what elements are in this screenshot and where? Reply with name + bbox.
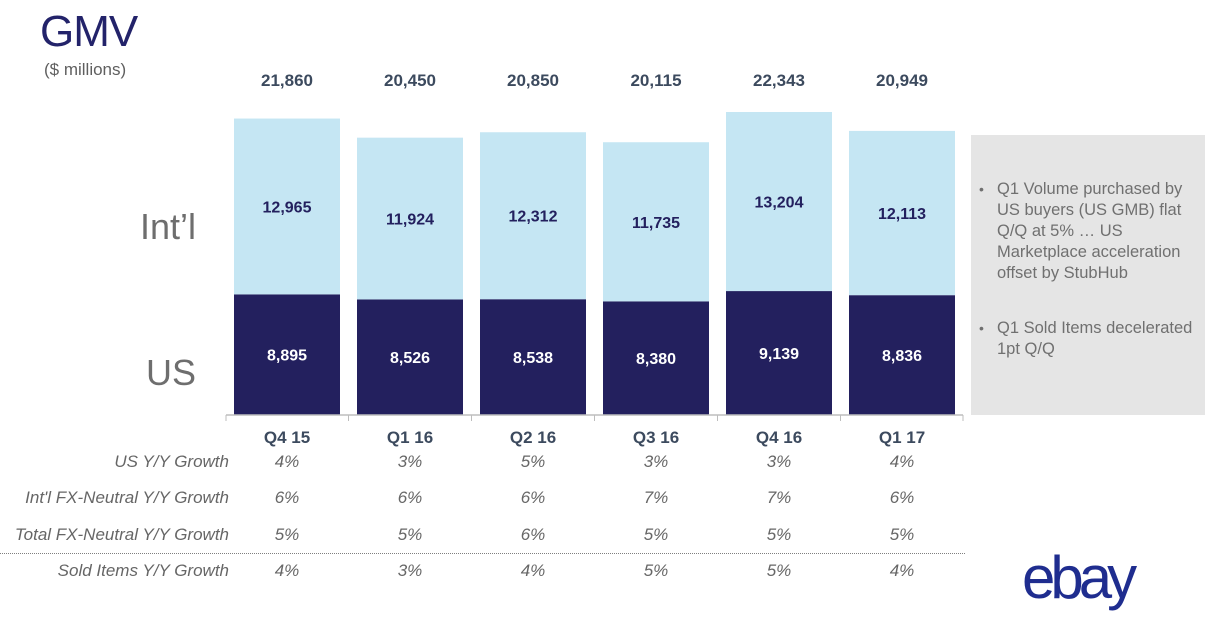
- us-bar: [480, 299, 586, 415]
- commentary-box: • Q1 Volume purchased by US buyers (US G…: [971, 135, 1205, 415]
- dotted-divider: [0, 553, 965, 554]
- logo-letter: e: [1022, 544, 1055, 611]
- x-tick-label: Q1 16: [387, 428, 433, 447]
- metric-value: 3%: [766, 452, 792, 471]
- page-subtitle: ($ millions): [44, 60, 127, 79]
- x-tick-label: Q3 16: [633, 428, 679, 447]
- metric-value: 6%: [520, 525, 546, 544]
- metric-value: 5%: [643, 561, 669, 580]
- us-bar: [357, 299, 463, 415]
- page-title: GMV: [40, 7, 138, 56]
- commentary-text: Q1 Volume purchased by US buyers (US GMB…: [997, 180, 1183, 282]
- metric-value: 5%: [889, 525, 915, 544]
- intl-value-label: 11,924: [386, 212, 434, 229]
- metric-value: 3%: [397, 561, 423, 580]
- intl-value-label: 13,204: [755, 195, 804, 212]
- bullet-icon: •: [979, 181, 984, 197]
- intl-bar: [234, 118, 340, 295]
- metric-value: 5%: [766, 561, 792, 580]
- total-value-label: 20,850: [507, 71, 559, 90]
- us-bar: [234, 294, 340, 415]
- total-value-label: 21,860: [261, 71, 313, 90]
- metric-value: 5%: [643, 525, 669, 544]
- metric-value: 4%: [889, 452, 915, 471]
- metric-value: 4%: [274, 452, 300, 471]
- intl-value-label: 11,735: [632, 215, 680, 232]
- intl-value-label: 12,312: [509, 209, 558, 226]
- intl-side-label: Int’l: [139, 206, 196, 247]
- us-side-label: US: [145, 352, 196, 393]
- us-value-label: 8,895: [267, 348, 307, 365]
- us-value-label: 8,380: [636, 351, 676, 368]
- us-value-label: 8,526: [390, 350, 430, 367]
- metric-value: 5%: [274, 525, 300, 544]
- metric-value: 7%: [643, 488, 669, 507]
- metric-value: 6%: [274, 488, 300, 507]
- metric-value: 4%: [520, 561, 546, 580]
- metric-value: 6%: [397, 488, 423, 507]
- intl-bar: [480, 132, 586, 300]
- us-value-label: 8,538: [513, 350, 553, 367]
- x-tick-label: Q1 17: [879, 428, 925, 447]
- commentary-note-1: • Q1 Volume purchased by US buyers (US G…: [979, 179, 1199, 284]
- metric-label: Total FX-Neutral Y/Y Growth: [14, 525, 229, 544]
- total-value-label: 20,450: [384, 71, 436, 90]
- metric-value: 6%: [520, 488, 546, 507]
- intl-bar: [849, 130, 955, 296]
- intl-bar: [726, 112, 832, 292]
- metric-label: Int'l FX-Neutral Y/Y Growth: [25, 488, 229, 507]
- intl-value-label: 12,113: [878, 206, 926, 223]
- metric-value: 5%: [397, 525, 423, 544]
- intl-bar: [357, 137, 463, 300]
- us-value-label: 9,139: [759, 346, 799, 363]
- commentary-note-2: • Q1 Sold Items decelerated 1pt Q/Q: [979, 318, 1199, 360]
- metric-value: 5%: [766, 525, 792, 544]
- intl-value-label: 12,965: [263, 199, 312, 216]
- metric-label: US Y/Y Growth: [114, 452, 229, 471]
- total-value-label: 22,343: [753, 71, 805, 90]
- x-tick-label: Q2 16: [510, 428, 556, 447]
- metric-value: 6%: [889, 488, 915, 507]
- logo-letter: a: [1078, 544, 1112, 611]
- total-value-label: 20,949: [876, 71, 928, 90]
- gmv-stacked-bar-chart: 8,895 12,965 21,860 Q4 15 8,526 11,924 20,450 Q…: [225, 71, 964, 447]
- commentary-text: Q1 Sold Items decelerated 1pt Q/Q: [997, 319, 1193, 358]
- metric-value: 4%: [889, 561, 915, 580]
- metric-value: 3%: [643, 452, 669, 471]
- total-value-label: 20,115: [630, 71, 681, 90]
- logo-letter: y: [1107, 544, 1137, 611]
- us-bar: [849, 295, 955, 415]
- logo-letter: b: [1050, 544, 1083, 611]
- x-tick-label: Q4 16: [756, 428, 802, 447]
- bullet-icon: •: [979, 320, 984, 336]
- metric-label: Sold Items Y/Y Growth: [57, 561, 229, 580]
- ebay-logo: ebay: [1022, 548, 1137, 608]
- us-value-label: 8,836: [882, 348, 922, 365]
- us-bar: [726, 291, 832, 415]
- intl-bar: [603, 142, 709, 302]
- metric-value: 4%: [274, 561, 300, 580]
- metric-value: 7%: [766, 488, 792, 507]
- metric-value: 5%: [520, 452, 546, 471]
- x-tick-label: Q4 15: [264, 428, 310, 447]
- us-bar: [603, 301, 709, 415]
- metric-value: 3%: [397, 452, 423, 471]
